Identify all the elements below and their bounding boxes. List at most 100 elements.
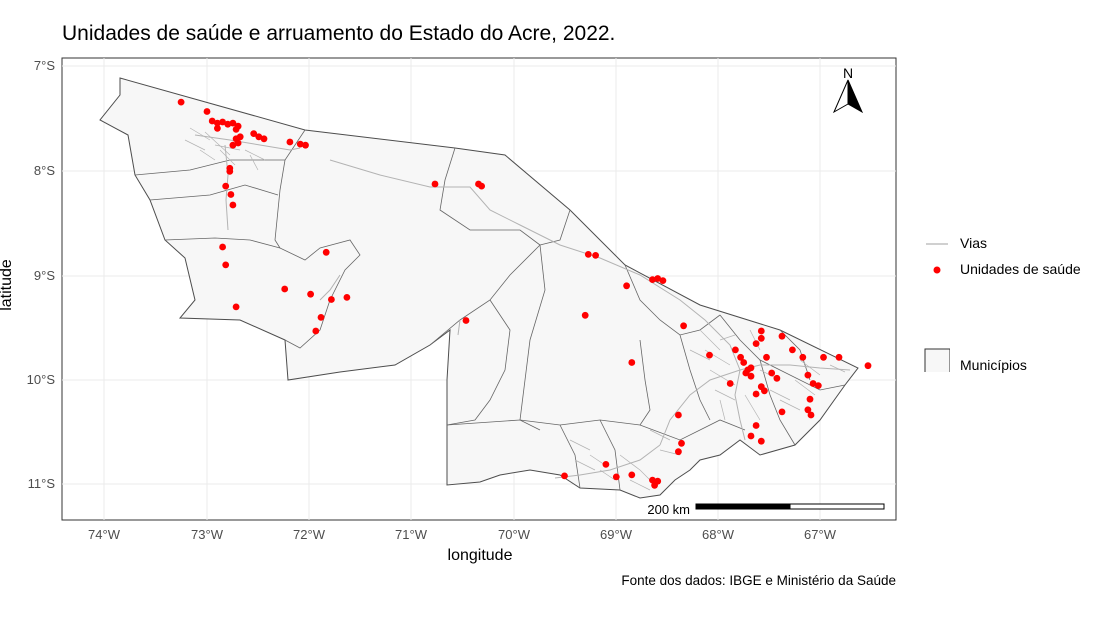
- y-tick-label: 11°S: [27, 476, 55, 491]
- health-unit-point: [226, 168, 234, 175]
- x-tick-label: 69°W: [600, 527, 632, 542]
- north-arrow: N: [832, 65, 864, 114]
- y-tick-label: 8°S: [33, 163, 55, 178]
- data-source-caption: Fonte dos dados: IBGE e Ministério da Sa…: [621, 573, 896, 588]
- health-unit-point: [732, 346, 739, 354]
- health-unit-point: [255, 133, 263, 141]
- polygon-swatch-icon: [924, 348, 950, 372]
- red-point-icon: [933, 266, 941, 274]
- health-unit-point: [312, 327, 320, 335]
- legend-item-unidades: Unidades de saúde: [920, 258, 1095, 282]
- health-unit-point: [773, 374, 781, 382]
- health-unit-point: [317, 314, 325, 321]
- health-unit-point: [747, 364, 755, 372]
- legend-label-municipios: Municípios: [960, 357, 1027, 373]
- y-tick-label: 9°S: [33, 268, 55, 283]
- health-unit-point: [296, 140, 304, 148]
- health-unit-point: [806, 395, 814, 403]
- health-unit-point: [747, 372, 755, 380]
- y-tick-label: 7°S: [33, 58, 55, 73]
- health-unit-point: [232, 303, 240, 311]
- state-outline: [99, 77, 859, 499]
- map-title: Unidades de saúde e arruamento do Estado…: [62, 22, 616, 45]
- health-unit-point: [602, 461, 610, 468]
- x-tick-label: 74°W: [88, 527, 120, 542]
- health-unit-point: [752, 340, 760, 347]
- health-unit-point: [649, 276, 656, 283]
- road-line-icon: [926, 243, 948, 245]
- health-unit-point: [757, 334, 765, 342]
- legend-label-unidades: Unidades de saúde: [960, 261, 1081, 277]
- health-unit-point: [219, 118, 227, 126]
- health-unit-point: [592, 252, 599, 259]
- health-unit-point: [649, 476, 656, 484]
- health-unit-point: [675, 448, 682, 456]
- x-tick-label: 72°W: [293, 527, 325, 542]
- health-unit-point: [584, 251, 592, 258]
- y-tick-label: 10°S: [26, 372, 55, 387]
- scale-bar-label: 200 km: [647, 502, 690, 517]
- health-unit-point: [203, 108, 211, 115]
- x-tick-label: 67°W: [804, 527, 836, 542]
- health-unit-point: [807, 411, 815, 419]
- legend-item-municipios: Municípios: [920, 348, 1095, 374]
- health-unit-point: [328, 296, 335, 303]
- health-unit-point: [814, 382, 822, 389]
- health-unit-point: [628, 471, 636, 479]
- health-unit-point: [561, 472, 568, 480]
- health-unit-point: [778, 408, 786, 416]
- health-unit-point: [229, 201, 237, 209]
- health-unit-point: [478, 182, 485, 190]
- health-unit-point: [628, 359, 636, 366]
- health-unit-point: [737, 353, 744, 361]
- health-unit-point: [680, 322, 687, 330]
- health-unit-point: [747, 432, 755, 440]
- health-unit-point: [742, 369, 750, 377]
- health-unit-point: [224, 120, 232, 128]
- health-unit-point: [789, 346, 796, 354]
- legend-item-vias: Vias: [920, 232, 1095, 256]
- health-unit-point: [612, 473, 620, 481]
- x-axis-label: longitude: [447, 547, 513, 564]
- health-unit-point: [307, 290, 314, 298]
- health-unit-point: [804, 406, 812, 414]
- health-unit-point: [234, 122, 242, 130]
- scale-bar: 200 km: [647, 502, 885, 517]
- north-arrow-right-icon: [847, 79, 864, 114]
- health-unit-point: [654, 477, 662, 485]
- health-unit-point: [659, 277, 667, 284]
- health-unit-point: [740, 359, 748, 366]
- legend: Vias Unidades de saúde Municípios: [920, 232, 1095, 382]
- health-unit-point: [623, 282, 630, 290]
- health-unit-point: [757, 437, 765, 445]
- health-unit-point: [281, 285, 289, 293]
- legend-label-vias: Vias: [960, 235, 987, 251]
- health-unit-point: [462, 317, 470, 324]
- health-unit-point: [222, 182, 230, 190]
- health-unit-point: [778, 332, 786, 340]
- health-unit-point: [250, 130, 258, 138]
- health-unit-point: [820, 353, 827, 361]
- health-unit-point: [763, 353, 770, 361]
- health-unit-point: [343, 294, 351, 301]
- health-unit-point: [581, 311, 589, 319]
- health-unit-point: [229, 141, 237, 149]
- north-arrow-label: N: [843, 65, 853, 81]
- x-tick-label: 68°W: [702, 527, 734, 542]
- health-unit-point: [835, 353, 843, 361]
- y-axis-label: latitude: [0, 259, 15, 311]
- health-unit-point: [208, 117, 216, 125]
- health-unit-point: [678, 439, 685, 447]
- x-tick-label: 73°W: [191, 527, 223, 542]
- x-tick-label: 70°W: [498, 527, 530, 542]
- health-unit-point: [302, 141, 309, 149]
- health-unit-point: [286, 138, 294, 146]
- health-unit-point: [675, 411, 682, 419]
- health-unit-point: [322, 248, 330, 256]
- health-unit-point: [219, 243, 227, 251]
- health-unit-point: [177, 98, 185, 106]
- health-unit-point: [227, 191, 235, 198]
- health-unit-point: [654, 275, 662, 282]
- x-tick-label: 71°W: [395, 527, 427, 542]
